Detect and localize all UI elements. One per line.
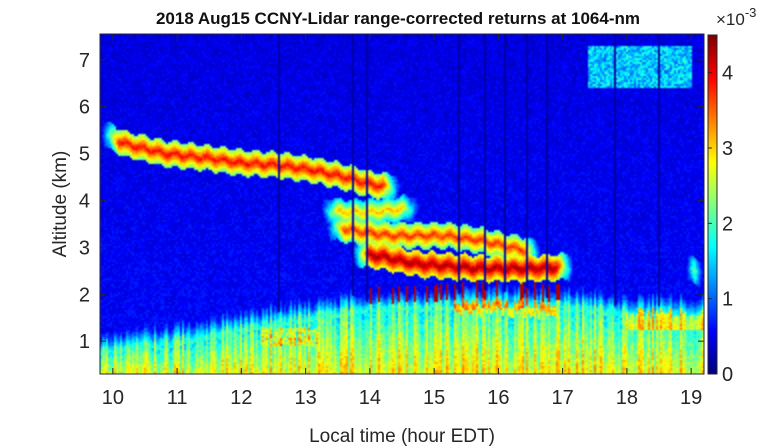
x-tick-label: 19 [680, 387, 702, 409]
colorbar-exponent-base: ×10 [716, 10, 745, 29]
colorbar-exponent: ×10-3 [716, 5, 756, 29]
colorbar: 0 1 2 3 4 ×10-3 [707, 5, 756, 386]
x-tick-label: 12 [230, 387, 252, 409]
x-tick-label: 16 [487, 387, 509, 409]
colorbar-ticks: 0 1 2 3 4 [708, 63, 733, 386]
y-axis: 1 2 3 4 5 6 7 [79, 50, 704, 353]
x-axis-label: Local time (hour EDT) [309, 426, 495, 447]
y-tick-label: 7 [79, 50, 90, 72]
colorbar-gradient [708, 35, 717, 374]
x-tick-label: 10 [102, 387, 124, 409]
colorbar-tick-label: 2 [722, 213, 733, 235]
y-axis-label: Altitude (km) [50, 151, 71, 258]
x-axis: 10 11 12 13 14 15 16 17 18 19 [102, 34, 702, 409]
plot-area [99, 33, 705, 375]
colorbar-tick-label: 3 [722, 138, 733, 160]
y-tick-label: 1 [79, 331, 90, 353]
colorbar-tick-label: 4 [722, 63, 733, 85]
y-tick-label: 5 [79, 144, 90, 166]
colorbar-tick-label: 0 [722, 364, 733, 386]
x-tick-label: 11 [167, 387, 188, 409]
chart-title: 2018 Aug15 CCNY-Lidar range-corrected re… [156, 9, 640, 28]
y-tick-label: 6 [79, 97, 90, 119]
heatmap-image [100, 34, 704, 374]
x-tick-label: 13 [294, 387, 316, 409]
colorbar-exponent-power: -3 [745, 5, 757, 20]
colorbar-frame [707, 34, 718, 375]
colorbar-tick-label: 1 [722, 289, 733, 311]
y-tick-label: 4 [79, 190, 90, 212]
x-tick-label: 17 [552, 387, 574, 409]
x-tick-label: 14 [359, 387, 381, 409]
x-tick-label: 18 [616, 387, 638, 409]
y-tick-label: 2 [79, 284, 90, 306]
x-tick-label: 15 [423, 387, 445, 409]
plot-frame [99, 33, 705, 375]
y-tick-label: 3 [79, 237, 90, 259]
